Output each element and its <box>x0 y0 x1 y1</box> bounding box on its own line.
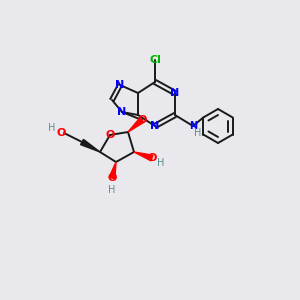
Text: O: O <box>107 173 117 183</box>
Text: O: O <box>56 128 66 138</box>
Text: N: N <box>116 80 124 90</box>
Text: H: H <box>157 158 165 168</box>
Polygon shape <box>109 162 116 179</box>
Text: Cl: Cl <box>149 55 161 65</box>
Text: N: N <box>189 121 197 131</box>
Text: N: N <box>117 107 127 117</box>
Polygon shape <box>128 118 144 132</box>
Text: H: H <box>48 123 56 133</box>
Text: N: N <box>150 121 160 131</box>
Text: O: O <box>147 153 157 163</box>
Text: O: O <box>105 130 115 140</box>
Polygon shape <box>80 140 100 152</box>
Polygon shape <box>134 152 153 161</box>
Text: H: H <box>108 185 116 195</box>
Text: H: H <box>194 128 202 138</box>
Text: N: N <box>170 88 180 98</box>
Text: O: O <box>137 115 147 125</box>
